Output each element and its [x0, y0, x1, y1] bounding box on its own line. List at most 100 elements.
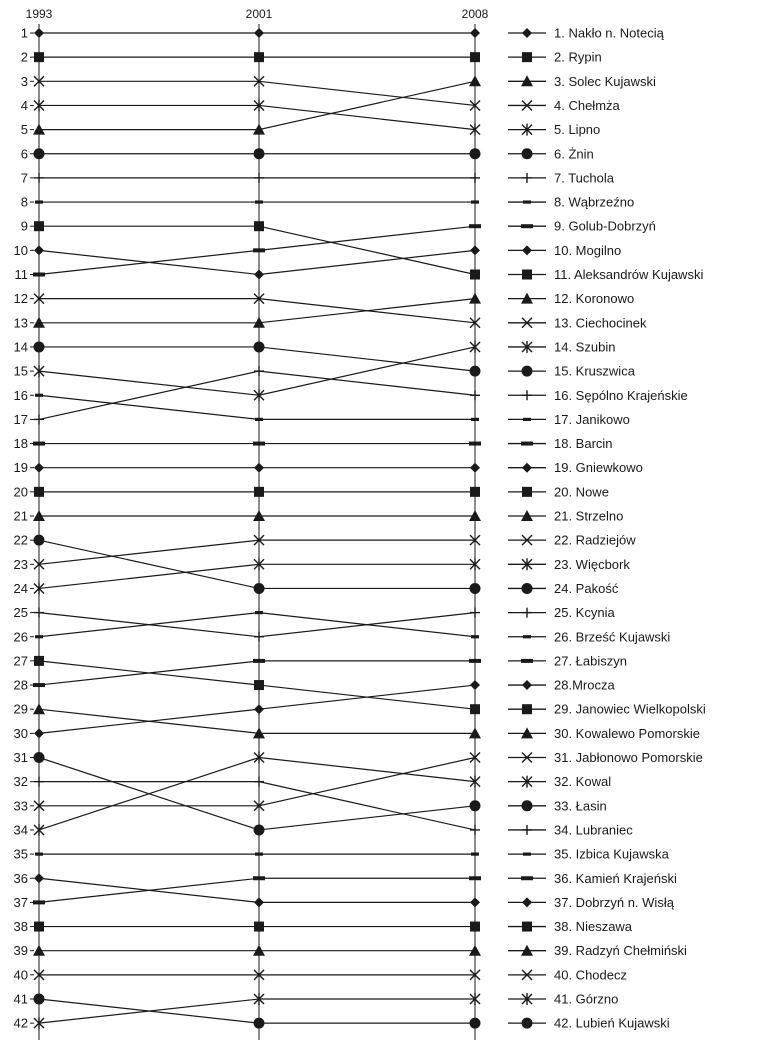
legend-label: 3. Solec Kujawski [554, 74, 656, 89]
point-marker-22-2001 [253, 534, 265, 546]
point-marker-40-1993 [33, 969, 45, 981]
point-marker-11-2008 [470, 269, 480, 280]
legend-marker-38 [522, 921, 532, 932]
y-tick-label: 27 [14, 653, 28, 668]
legend-marker-5 [521, 123, 533, 136]
series-line-32 [38, 756, 476, 831]
point-marker-8-2008 [471, 200, 479, 204]
year-label: 1993 [26, 7, 53, 21]
legend-label: 6. Żnin [554, 146, 594, 161]
point-marker-16-1993 [34, 414, 44, 425]
point-marker-39-2008 [469, 944, 481, 956]
y-tick-label: 25 [14, 605, 28, 620]
point-marker-37-2001 [254, 897, 264, 908]
point-marker-38-2008 [470, 921, 480, 932]
legend-marker-19 [522, 462, 532, 473]
y-tick-label: 3 [21, 74, 28, 89]
legend-marker-22 [521, 534, 533, 546]
point-marker-5-2008 [469, 123, 481, 136]
legend-label: 24. Pakość [554, 581, 619, 596]
point-marker-2-2008 [470, 52, 480, 63]
y-tick-label: 6 [21, 146, 28, 161]
point-marker-30-2001 [253, 727, 265, 739]
point-marker-37-2008 [470, 897, 480, 908]
point-marker-42-2008 [469, 1017, 481, 1029]
legend-label: 21. Strzelno [554, 509, 623, 524]
point-marker-15-1993 [33, 341, 45, 353]
point-marker-33-1993 [33, 752, 45, 763]
point-marker-16-2001 [254, 366, 264, 377]
legend-label: 37. Dobrzyń n. Wisłą [554, 895, 675, 910]
legend-marker-24 [521, 582, 533, 594]
point-marker-6-2008 [469, 148, 481, 160]
point-marker-25-2008 [470, 607, 480, 618]
legend-label: 41. Górzno [554, 992, 618, 1007]
point-marker-1-1993 [34, 28, 44, 38]
point-marker-26-2001 [255, 611, 263, 615]
legend-marker-4 [521, 99, 533, 111]
point-marker-41-2008 [469, 993, 481, 1005]
point-marker-39-1993 [33, 944, 45, 956]
point-marker-36-2001 [253, 876, 265, 881]
y-tick-label: 19 [14, 460, 28, 475]
point-marker-4-2001 [253, 75, 265, 87]
point-marker-30-2008 [469, 727, 481, 739]
y-tick-label: 8 [21, 195, 28, 210]
y-tick-label: 7 [21, 170, 28, 185]
point-marker-14-2008 [469, 340, 481, 353]
point-marker-4-2008 [469, 99, 481, 111]
legend-label: 22. Radziejów [554, 533, 636, 548]
point-marker-12-2008 [469, 292, 481, 304]
series-line-22 [38, 539, 475, 565]
legend-label: 17. Janikowo [554, 412, 630, 427]
point-marker-3-1993 [33, 123, 45, 135]
legend-label: 42. Lubień Kujawski [554, 1016, 670, 1031]
point-marker-25-1993 [34, 607, 44, 618]
legend-marker-13 [521, 317, 533, 329]
legend-marker-31 [521, 752, 533, 763]
legend-label: 40. Chodecz [554, 967, 627, 982]
legend-label: 25. Kcynia [554, 605, 615, 620]
point-marker-34-1993 [34, 776, 44, 787]
point-marker-14-1993 [33, 365, 45, 378]
point-marker-29-2008 [470, 704, 480, 715]
point-marker-1-2008 [470, 28, 480, 38]
y-tick-label: 33 [14, 798, 28, 813]
point-marker-40-2008 [469, 969, 481, 981]
legend-label: 31. Jabłonowo Pomorskie [554, 750, 703, 765]
y-tick-label: 5 [21, 122, 28, 137]
y-tick-label: 31 [14, 750, 28, 765]
legend-label: 7. Tuchola [554, 170, 615, 185]
legend-label: 36. Kamień Krajeński [554, 871, 677, 886]
point-marker-27-2001 [253, 658, 265, 663]
point-marker-9-2008 [469, 224, 481, 229]
point-marker-38-2001 [254, 921, 264, 932]
legend-label: 8. Wąbrzeźno [554, 195, 634, 210]
legend-marker-18 [521, 441, 533, 446]
point-marker-41-1993 [33, 1017, 45, 1030]
legend-marker-42 [521, 1017, 533, 1029]
point-marker-17-1993 [35, 393, 43, 397]
point-marker-2-2001 [254, 52, 264, 63]
legend-marker-21 [521, 510, 533, 521]
point-marker-21-2008 [469, 510, 481, 521]
legend-marker-25 [522, 607, 532, 618]
point-marker-16-2008 [470, 390, 480, 401]
y-tick-label: 40 [14, 967, 28, 982]
y-tick-label: 42 [14, 1016, 28, 1031]
legend-label: 16. Sępólno Krajeńskie [554, 388, 688, 403]
point-marker-28-2008 [470, 680, 480, 691]
legend-marker-32 [521, 775, 533, 788]
point-marker-7-1993 [34, 172, 44, 183]
point-marker-10-1993 [34, 245, 44, 256]
point-marker-34-2008 [470, 824, 480, 835]
point-marker-7-2001 [254, 172, 264, 183]
point-marker-24-2008 [469, 582, 481, 594]
legend-marker-39 [521, 944, 533, 956]
legend-label: 34. Lubraniec [554, 822, 633, 837]
legend-marker-34 [522, 824, 532, 835]
legend-marker-28 [522, 680, 532, 691]
legend-marker-17 [523, 417, 531, 421]
point-marker-29-1993 [34, 655, 44, 666]
point-marker-21-2001 [253, 510, 265, 521]
